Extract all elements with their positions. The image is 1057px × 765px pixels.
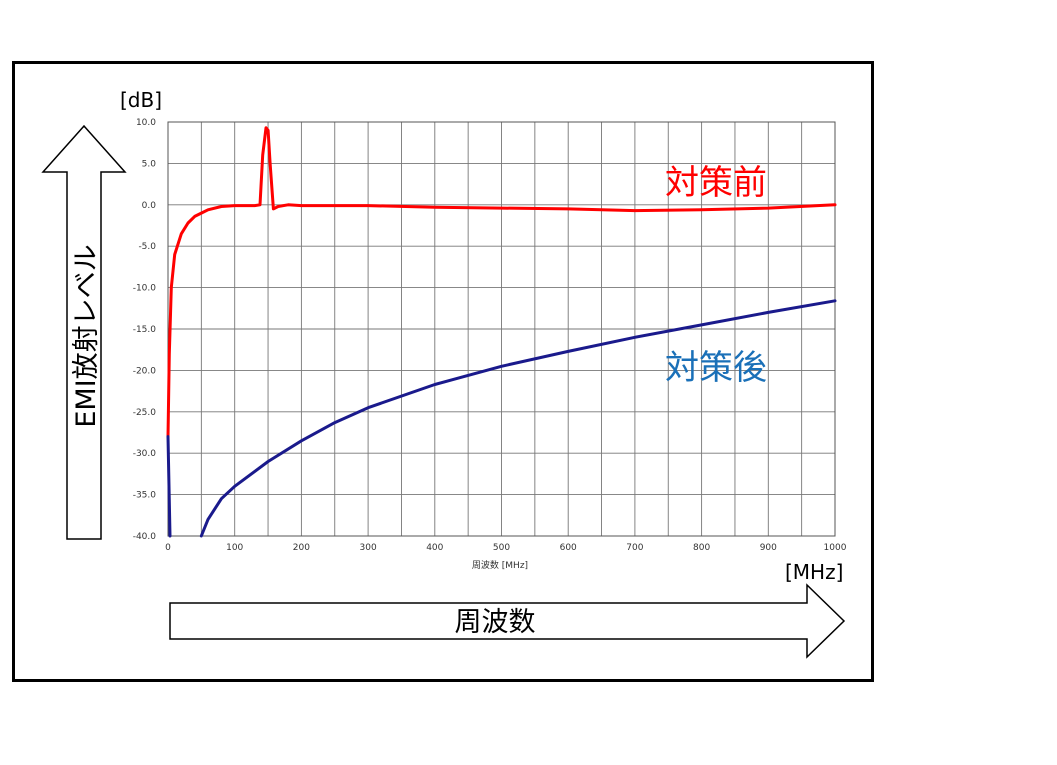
- y-axis-arrow: [41, 124, 127, 540]
- y-tick-label: 0.0: [142, 201, 157, 211]
- x-axis-label: 周波数: [455, 607, 536, 638]
- x-tick-label: 100: [226, 543, 243, 553]
- tick-labels: 10.0 5.0 0.0 -5.0 -10.0 -15.0 -20.0 -25.0 -30.0 -…: [133, 118, 847, 553]
- y-tick-label: -40.0: [133, 532, 157, 542]
- y-tick-label: -25.0: [133, 408, 157, 418]
- x-unit-label: [MHz]: [785, 560, 843, 584]
- plot-area: [167, 121, 836, 537]
- x-tick-label: 300: [360, 543, 377, 553]
- x-tick-label: 800: [693, 543, 710, 553]
- y-tick-label: -30.0: [133, 449, 157, 459]
- y-tick-label: -5.0: [138, 242, 156, 252]
- x-tick-label: 700: [626, 543, 643, 553]
- y-axis-label: EMI放射レベル: [71, 244, 102, 427]
- x-tick-label: 1000: [824, 543, 847, 553]
- y-tick-label: -20.0: [133, 366, 157, 376]
- y-unit-label: [dB]: [120, 88, 162, 112]
- x-axis-arrow: [169, 583, 846, 659]
- series-lines: [166, 126, 837, 538]
- x-tick-label: 500: [493, 543, 510, 553]
- x-tick-label: 200: [293, 543, 310, 553]
- x-tick-label: 0: [165, 543, 171, 553]
- series-line-after: [166, 435, 172, 538]
- chart: 10.0 5.0 0.0 -5.0 -10.0 -15.0 -20.0 -25.0 -30.0 -…: [41, 88, 847, 659]
- x-tick-label: 600: [560, 543, 577, 553]
- y-tick-label: -35.0: [133, 491, 157, 501]
- series-line-after: [199, 299, 837, 538]
- series-line-before: [166, 126, 837, 439]
- grid: [167, 121, 836, 537]
- series-label-after: 対策後: [665, 348, 767, 388]
- x-tick-label: 400: [426, 543, 443, 553]
- y-tick-label: 10.0: [136, 118, 156, 128]
- x-tick-label: 900: [760, 543, 777, 553]
- y-tick-label: -15.0: [133, 325, 157, 335]
- y-tick-label: 5.0: [142, 159, 157, 169]
- series-label-before: 対策前: [665, 163, 767, 203]
- y-tick-label: -10.0: [133, 284, 157, 294]
- chart-frame: 10.0 5.0 0.0 -5.0 -10.0 -15.0 -20.0 -25.0 -30.0 -…: [12, 61, 874, 682]
- x-axis-small-label: 周波数 [MHz]: [472, 559, 528, 571]
